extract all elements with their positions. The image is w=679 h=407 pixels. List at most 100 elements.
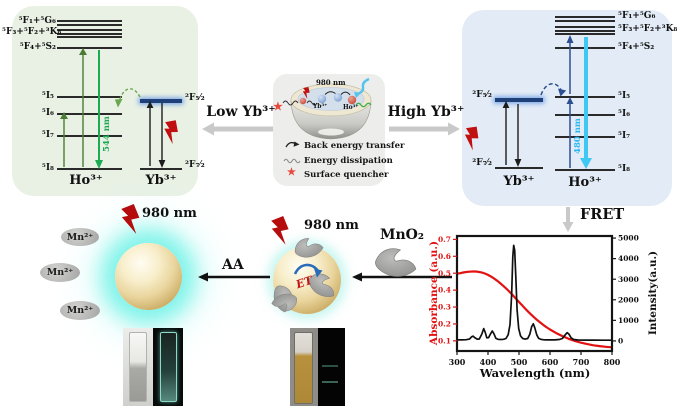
ho-ion-title: Ho³⁺ bbox=[568, 175, 602, 190]
yb-excited-level-line bbox=[495, 98, 543, 102]
plot-frame bbox=[455, 234, 614, 353]
level-label-f4s2: ⁵F₄+⁵S₂ bbox=[19, 41, 56, 52]
left-tick-label: 0.4 bbox=[438, 286, 451, 295]
level-label-i8: ⁵I₈ bbox=[618, 163, 631, 174]
energy-level-line bbox=[57, 24, 122, 26]
mno2-label: MnO₂ bbox=[380, 227, 425, 243]
energy-level-line bbox=[555, 47, 615, 49]
x-axis-title: Wavelength (nm) bbox=[479, 366, 591, 380]
right-tick-label: 0 bbox=[618, 337, 623, 346]
energy-level-line bbox=[555, 169, 615, 171]
energy-level-line bbox=[57, 36, 122, 38]
x-tick-label: 800 bbox=[604, 357, 621, 367]
energy-level-line bbox=[555, 26, 615, 28]
left-tick-label: 0.3 bbox=[438, 303, 451, 312]
energy-level-line bbox=[555, 136, 615, 138]
energy-level-line bbox=[555, 114, 615, 116]
glowing-ucnp-sphere bbox=[115, 243, 182, 310]
laser-980-left-label: 980 nm bbox=[142, 206, 197, 221]
energy-level-line bbox=[495, 167, 543, 169]
energy-level-line bbox=[57, 29, 122, 31]
mn-ion-badge: Mn²⁺ bbox=[60, 301, 100, 320]
series-absorbance bbox=[456, 270, 613, 349]
emission-480-label: 480 nm bbox=[572, 118, 583, 154]
low-yb-arrow bbox=[202, 122, 214, 136]
energy-level-line bbox=[57, 168, 122, 170]
bowl-yb-label: Yb³⁺ bbox=[313, 103, 328, 110]
clear-cuvette bbox=[129, 332, 147, 402]
energy-level-line bbox=[57, 32, 122, 35]
bowl-laser-label: 980 nm bbox=[316, 78, 346, 87]
level-label-i6: ⁵I₆ bbox=[41, 107, 54, 118]
yb-excited-level-line bbox=[140, 99, 182, 103]
fret-label: FRET bbox=[580, 206, 625, 223]
ho-ion-title: Ho³⁺ bbox=[69, 173, 103, 188]
level-label-f1g6: ⁵F₁+⁵G₆ bbox=[18, 15, 56, 26]
mno2-suspension-photo bbox=[290, 328, 318, 406]
laser-bolt-icon bbox=[121, 204, 140, 234]
laser-980-mid-label: 980 nm bbox=[304, 218, 359, 233]
mn-ion-label: Mn²⁺ bbox=[66, 305, 94, 316]
left-tick-label: 0.1 bbox=[438, 336, 451, 345]
energy-level-line bbox=[57, 47, 122, 49]
left-tick-label: 0.2 bbox=[438, 320, 451, 329]
aa-arrow bbox=[198, 272, 208, 282]
level-label-f72: ²F₇⁄₂ bbox=[185, 160, 205, 170]
energy-level-line bbox=[555, 96, 615, 98]
mno2-flake-icon bbox=[373, 246, 419, 280]
left-tick-label: 0.7 bbox=[438, 235, 451, 244]
level-label-i5: ⁵I₅ bbox=[618, 90, 631, 101]
left-axis-title: Absorbance (a.u.) bbox=[428, 240, 440, 346]
level-label-i7: ⁵I₇ bbox=[41, 129, 54, 140]
surface-quencher-star-icon: ★ bbox=[273, 100, 283, 113]
energy-level-line bbox=[140, 168, 182, 170]
mn-ion-label: Mn²⁺ bbox=[46, 267, 74, 278]
right-axis-title: Intensity(a.u.) bbox=[647, 250, 659, 336]
faint-glow-streak bbox=[322, 365, 339, 368]
level-label-f52: ²F₅⁄₂ bbox=[472, 90, 492, 100]
mn-ion-label: Mn²⁺ bbox=[66, 231, 94, 243]
x-tick-label: 500 bbox=[511, 357, 528, 367]
faint-glow-streak bbox=[322, 381, 339, 384]
legend-energy-dissipation: Energy dissipation bbox=[304, 156, 393, 166]
emission-544-label: 544 nm bbox=[101, 116, 112, 152]
level-label-i5: ⁵I₅ bbox=[41, 90, 54, 101]
energy-level-line bbox=[57, 96, 122, 98]
x-tick-label: 700 bbox=[573, 357, 590, 367]
glowing-cuvette bbox=[159, 332, 177, 402]
cuvette-photo-pair-left bbox=[123, 328, 183, 406]
uv-glow-cuvette-photo bbox=[153, 328, 183, 406]
energy-level-line bbox=[555, 33, 615, 35]
right-tick-label: 1000 bbox=[618, 316, 639, 325]
cuvette-photo-pair-mid bbox=[290, 328, 345, 406]
x-tick-label: 600 bbox=[542, 357, 559, 367]
quenched-glow-photo bbox=[317, 328, 345, 406]
energy-level-line bbox=[57, 20, 122, 22]
level-label-f72: ²F₇⁄₂ bbox=[472, 158, 492, 168]
level-label-i8: ⁵I₈ bbox=[41, 162, 54, 173]
laser-bolt-icon bbox=[271, 216, 289, 245]
right-tick-label: 3000 bbox=[618, 275, 639, 284]
right-tick-label: 2000 bbox=[618, 295, 639, 304]
x-tick-label: 400 bbox=[480, 357, 497, 367]
series-emission bbox=[456, 244, 612, 342]
surface-quencher-icon: ★ bbox=[287, 167, 296, 178]
right-tick-label: 4000 bbox=[618, 254, 639, 263]
aa-label: AA bbox=[222, 257, 244, 273]
energy-level-line bbox=[57, 113, 122, 115]
x-tick-label: 300 bbox=[449, 357, 466, 367]
left-tick-label: 0.5 bbox=[438, 269, 451, 278]
level-label-f3f2k8: ⁵F₃+⁵F₂+³K₈ bbox=[618, 24, 678, 34]
yb-ion-title: Yb³⁺ bbox=[145, 173, 177, 188]
low-yb-label: Low Yb³⁺ bbox=[206, 104, 276, 120]
amber-cuvette bbox=[294, 332, 314, 404]
level-label-i7: ⁵I₇ bbox=[618, 130, 631, 141]
energy-level-line bbox=[555, 20, 615, 22]
spectra-chart: 300 400 500 600 700 800 0.1 0.2 0.3 0.4 0.5 0.6 0.7 0… bbox=[438, 234, 639, 367]
energy-level-line bbox=[555, 29, 615, 32]
level-label-f3f2k8: ⁵F₃+⁵F₂+³K₈ bbox=[2, 26, 62, 37]
level-label-i6: ⁵I₆ bbox=[618, 108, 631, 119]
energy-level-line bbox=[555, 16, 615, 18]
yb-ion-title: Yb³⁺ bbox=[503, 174, 535, 189]
